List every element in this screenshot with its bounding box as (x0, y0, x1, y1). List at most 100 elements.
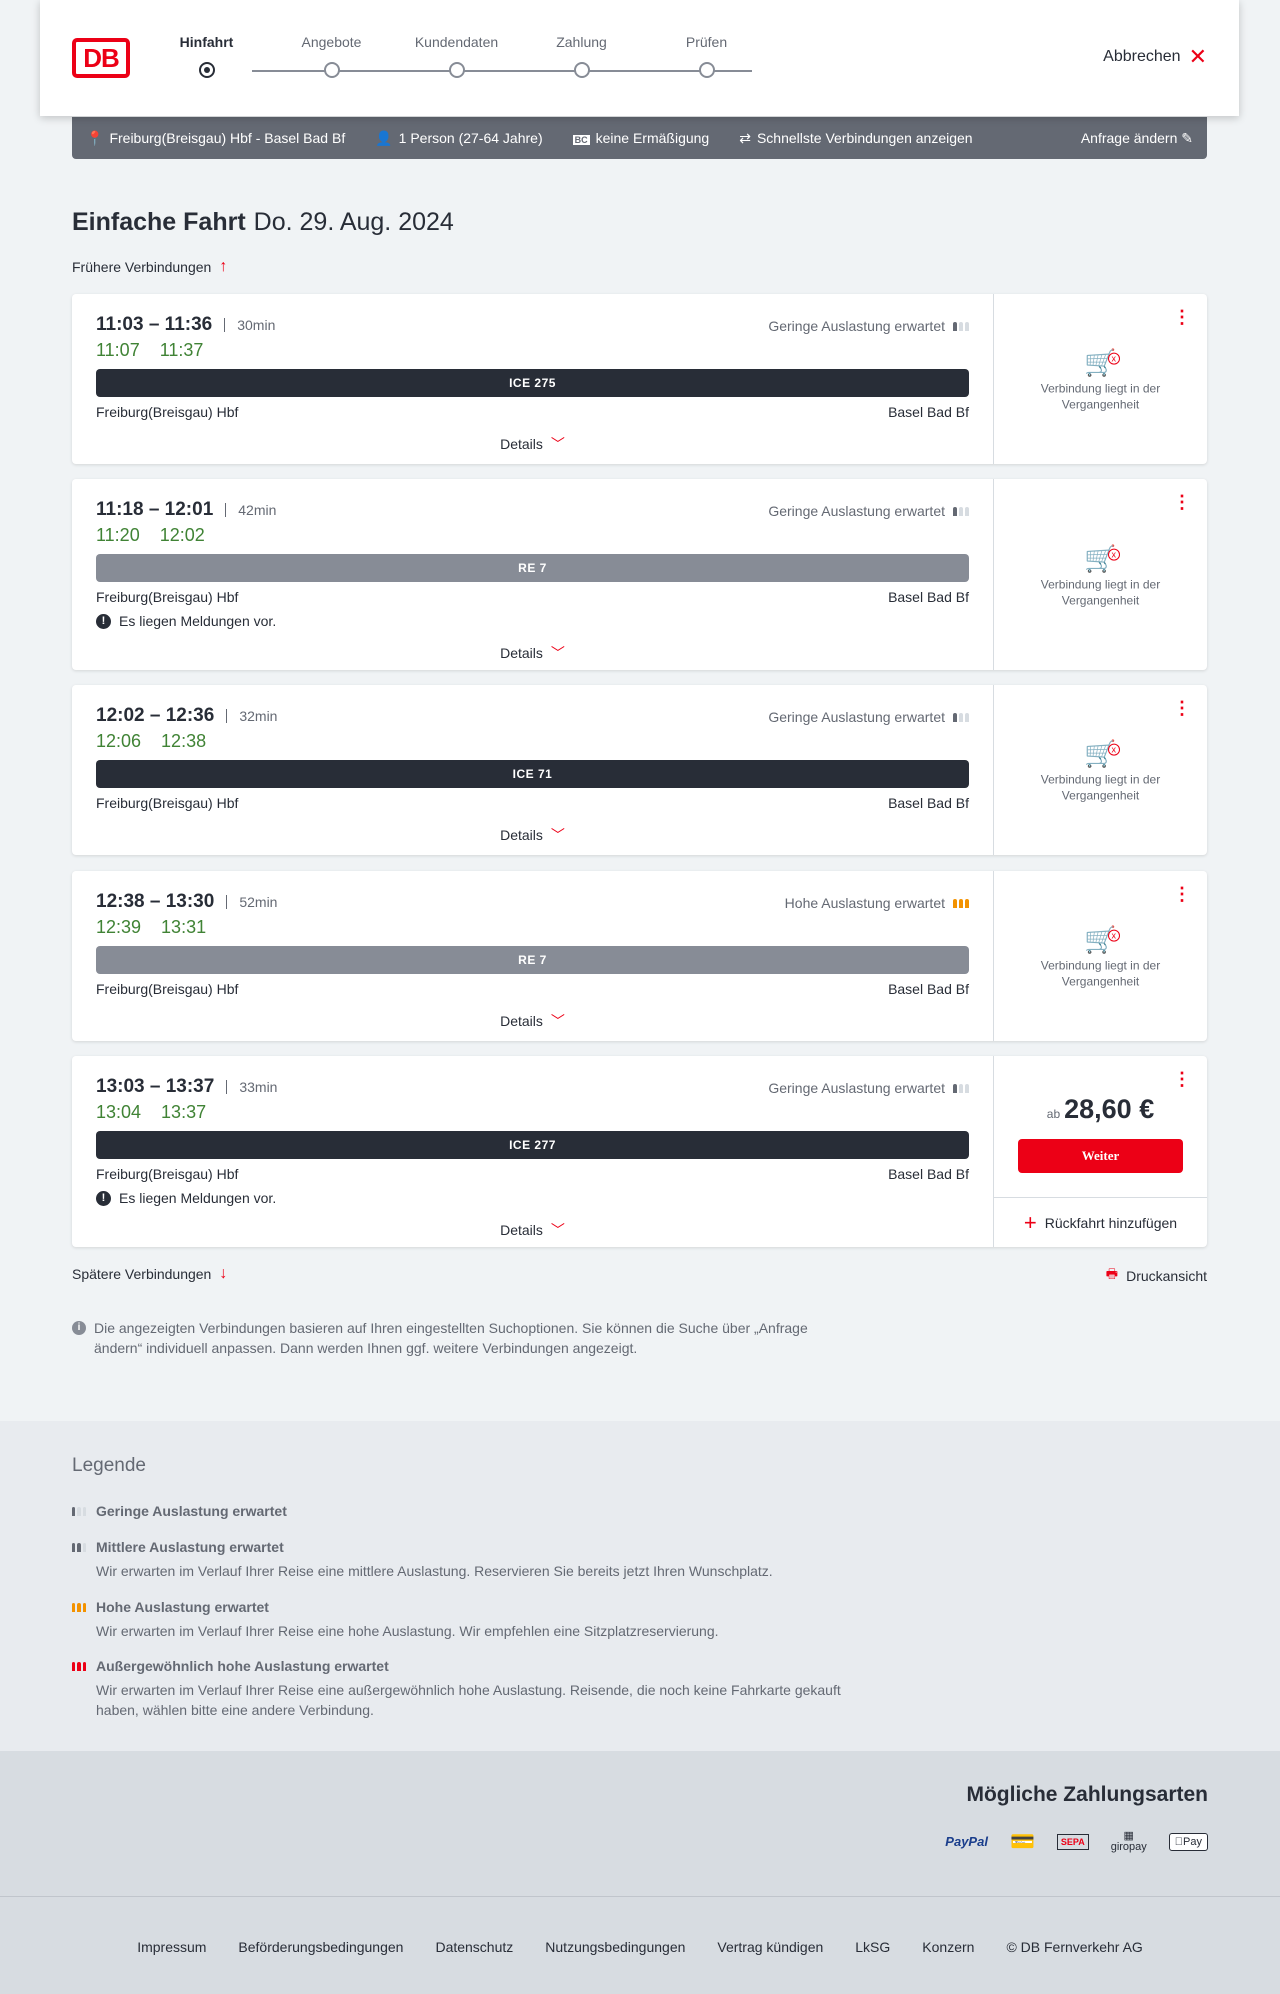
step-kundendaten: Kundendaten (394, 34, 519, 78)
details-toggle[interactable]: Details ﹀ (96, 1206, 969, 1254)
edit-request-button[interactable]: Anfrage ändern ✎ (1081, 130, 1193, 147)
realtime-arrival: 12:38 (161, 731, 207, 751)
price-value: 28,60 € (1064, 1094, 1155, 1124)
load-text: Geringe Auslastung erwartet (768, 318, 945, 334)
more-options-icon[interactable]: ⋮ (1173, 307, 1191, 327)
train-bar[interactable]: ICE 71 (96, 760, 969, 788)
train-bar[interactable]: RE 7 (96, 554, 969, 582)
return-label: Rückfahrt hinzufügen (1044, 1214, 1178, 1231)
time-range: 12:02 – 12:36 (96, 705, 215, 726)
apple-pay-text: Pay (1183, 1835, 1202, 1848)
status-text: Verbindung liegt in der Vergangenheit (1040, 772, 1161, 803)
past-connection-notice: 🛒 x Verbindung liegt in der Vergangenheit (994, 741, 1207, 804)
more-options-icon[interactable]: ⋮ (1173, 1069, 1191, 1089)
offer-panel: ⋮ 🛒 x Verbindung liegt in der Vergangenheit (994, 479, 1207, 670)
legend-item-text: Wir erwarten im Verlauf Ihrer Reise eine… (96, 1682, 841, 1718)
option-text: Schnellste Verbindungen anzeigen (756, 129, 973, 146)
footer-link[interactable]: Vertrag kündigen (717, 1938, 824, 1955)
message-text: Es liegen Meldungen vor. (119, 1190, 277, 1206)
more-options-icon[interactable]: ⋮ (1173, 884, 1191, 904)
past-connection-notice: 🛒 x Verbindung liegt in der Vergangenheit (994, 545, 1207, 608)
stations: Freiburg(Breisgau) Hbf Basel Bad Bf (96, 1166, 969, 1182)
low-load-icon (72, 1506, 86, 1516)
page-title: Einfache Fahrt Do. 29. Aug. 2024 (72, 208, 454, 237)
realtime-departure: 12:06 (96, 731, 142, 751)
step-dot (449, 62, 465, 78)
destination-station: Basel Bad Bf (888, 404, 969, 420)
details-label: Details (500, 1222, 543, 1238)
footer-link[interactable]: Impressum (137, 1938, 207, 1955)
legend-section: Legende Geringe Auslastung erwartet Mitt… (0, 1421, 1280, 1751)
train-bar[interactable]: RE 7 (96, 946, 969, 974)
load-indicator: Hohe Auslastung erwartet (785, 895, 969, 911)
footer-link[interactable]: Beförderungsbedingungen (238, 1938, 404, 1955)
footer-link[interactable]: © DB Fernverkehr AG (1006, 1938, 1143, 1955)
later-connections-link[interactable]: Spätere Verbindungen ↓ (72, 1265, 227, 1283)
offer-panel: ⋮ 🛒 x Verbindung liegt in der Vergangenheit (994, 294, 1207, 464)
realtime-times: 12:39 13:31 (96, 917, 969, 938)
legend-item-text: Wir erwarten im Verlauf Ihrer Reise eine… (96, 1623, 719, 1639)
load-indicator: Geringe Auslastung erwartet (768, 318, 969, 334)
step-label: Zahlung (556, 34, 607, 50)
footer-link[interactable]: Konzern (922, 1938, 975, 1955)
realtime-arrival: 13:37 (161, 1102, 207, 1122)
origin-station: Freiburg(Breisgau) Hbf (96, 981, 239, 997)
time-range: 11:03 – 11:36 (96, 314, 213, 335)
scheduled-times: 11:03 – 11:36 30min (96, 314, 969, 336)
pencil-icon: ✎ (1181, 129, 1193, 146)
origin-station: Freiburg(Breisgau) Hbf (96, 1166, 239, 1182)
load-text: Geringe Auslastung erwartet (768, 1080, 945, 1096)
step-line (252, 70, 752, 72)
past-connection-notice: 🛒 x Verbindung liegt in der Vergangenheit (994, 350, 1207, 413)
details-toggle[interactable]: Details ﹀ (96, 629, 969, 677)
train-bar[interactable]: ICE 277 (96, 1131, 969, 1159)
bahncard-icon: BC (572, 135, 590, 145)
step-pruefen: Prüfen (644, 34, 769, 78)
status-text: Verbindung liegt in der Vergangenheit (1040, 958, 1161, 989)
connection-info: 11:03 – 11:36 30min 11:07 11:37 Geringe Au… (72, 294, 994, 464)
route-summary: 📍 Freiburg(Breisgau) Hbf - Basel Bad Bf (86, 130, 345, 147)
time-range: 11:18 – 12:01 (96, 499, 214, 520)
chevron-down-icon: ﹀ (550, 1013, 565, 1029)
message-notice: ! Es liegen Meldungen vor. (96, 613, 969, 629)
destination-station: Basel Bad Bf (888, 589, 969, 605)
details-toggle[interactable]: Details ﹀ (96, 997, 969, 1045)
footer-link[interactable]: Nutzungsbedingungen (545, 1938, 686, 1955)
footer-link[interactable]: Datenschutz (435, 1938, 514, 1955)
details-toggle[interactable]: Details ﹀ (96, 420, 969, 468)
load-text: Geringe Auslastung erwartet (768, 709, 945, 725)
more-options-icon[interactable]: ⋮ (1173, 698, 1191, 718)
print-label: Druckansicht (1126, 1268, 1207, 1284)
load-indicator: Geringe Auslastung erwartet (768, 709, 969, 725)
add-return-trip-button[interactable]: + Rückfahrt hinzufügen (994, 1197, 1207, 1247)
status-text: Verbindung liegt in der Vergangenheit (1040, 381, 1161, 412)
details-label: Details (500, 645, 543, 661)
realtime-departure: 11:20 (96, 525, 140, 545)
footer-link[interactable]: LkSG (855, 1938, 891, 1955)
option-summary: ⇄ Schnellste Verbindungen anzeigen (739, 130, 972, 147)
message-notice: ! Es liegen Meldungen vor. (96, 1190, 969, 1206)
connection-card: 12:38 – 13:30 52min 12:39 13:31 Hohe Ausla… (72, 871, 1207, 1041)
details-toggle[interactable]: Details ﹀ (96, 811, 969, 859)
status-text: Verbindung liegt in der Vergangenheit (1040, 577, 1161, 608)
db-logo[interactable]: DB (72, 38, 130, 78)
more-options-icon[interactable]: ⋮ (1173, 492, 1191, 512)
cancel-label: Abbrechen (1103, 48, 1181, 65)
location-pin-icon: 📍 (86, 129, 104, 146)
contactless-card-icon: 💳 (1009, 1831, 1035, 1853)
cart-unavailable-icon: 🛒 x (1084, 927, 1120, 953)
cancel-button[interactable]: Abbrechen ✕ (1103, 46, 1207, 68)
step-label: Hinfahrt (179, 34, 234, 50)
destination-station: Basel Bad Bf (888, 795, 969, 811)
print-view-link[interactable]: 🖶 Druckansicht (1106, 1265, 1207, 1287)
continue-button[interactable]: Weiter (1018, 1139, 1183, 1173)
connection-info: 12:02 – 12:36 32min 12:06 12:38 Geringe Au… (72, 685, 994, 855)
realtime-arrival: 13:31 (161, 917, 207, 937)
train-bar[interactable]: ICE 275 (96, 369, 969, 397)
step-dot (574, 62, 590, 78)
connection-card: 11:03 – 11:36 30min 11:07 11:37 Geringe Au… (72, 294, 1207, 464)
legend-item-title: Mittlere Auslastung erwartet (96, 1539, 284, 1555)
earlier-connections-link[interactable]: Frühere Verbindungen ↑ (72, 258, 227, 276)
low-load-icon (953, 712, 969, 722)
low-load-icon (953, 1083, 969, 1093)
